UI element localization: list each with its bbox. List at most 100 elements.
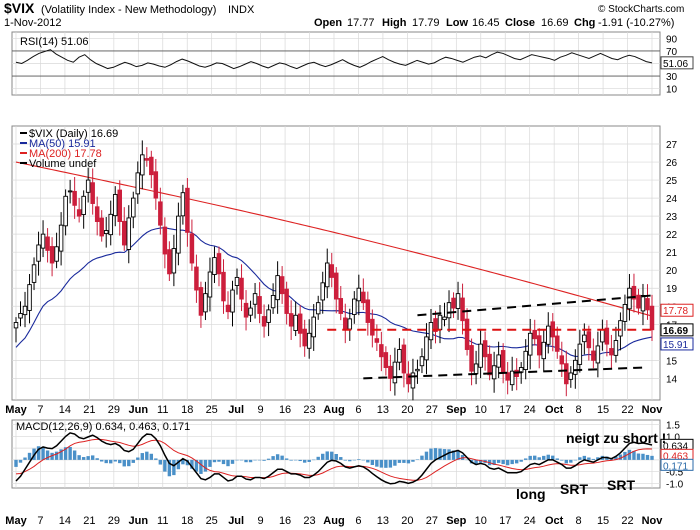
macd-histogram-bar xyxy=(636,453,641,460)
candle-up xyxy=(527,332,533,356)
candle-up xyxy=(582,334,587,343)
candle-up xyxy=(248,307,253,316)
macd-histogram-bar xyxy=(50,452,54,460)
macd-histogram-bar xyxy=(68,446,72,460)
macd-tick-label: 1.0 xyxy=(666,432,680,443)
macd-histogram-bar xyxy=(456,451,460,460)
macd-histogram-bar xyxy=(293,459,298,461)
candle-down xyxy=(451,297,456,309)
macd-histogram-bar xyxy=(384,459,388,468)
x-tick-label-bottom: 10 xyxy=(475,515,487,527)
price-tick-label: 14 xyxy=(666,374,678,385)
candle-down xyxy=(45,236,50,251)
rsi-tick-label: 70 xyxy=(666,47,678,58)
macd-histogram-bar xyxy=(519,459,523,462)
price-legend-entry: MA(200) 17.78 xyxy=(29,148,102,160)
candle-down xyxy=(334,272,339,300)
candle-up xyxy=(618,320,623,337)
macd-histogram-bar xyxy=(45,450,50,460)
watermark: © StockCharts.com xyxy=(598,4,684,15)
candle-down xyxy=(284,288,289,314)
macd-histogram-bar xyxy=(266,458,271,460)
x-tick-label: May xyxy=(5,404,27,416)
macd-histogram-bar xyxy=(275,454,280,460)
rsi-legend: RSI(14) 51.06 xyxy=(20,36,88,48)
low-value: 16.45 xyxy=(472,17,500,29)
candle-down xyxy=(564,363,569,385)
price-tick-label: 19 xyxy=(666,284,678,295)
macd-histogram-bar xyxy=(23,457,27,460)
x-tick-label-bottom: Nov xyxy=(642,515,664,527)
macd-histogram-bar xyxy=(185,459,190,466)
x-tick-label: 6 xyxy=(355,404,361,416)
candle-up xyxy=(622,304,628,322)
candle-down xyxy=(631,285,637,300)
candle-down xyxy=(464,318,470,350)
macd-legend: MACD(12,26,9) 0.634, 0.463, 0.171 xyxy=(16,421,190,433)
candle-down xyxy=(361,291,366,304)
x-tick-label-bottom: Jul xyxy=(228,515,244,527)
x-tick-label: 24 xyxy=(524,404,536,416)
macd-histogram-bar xyxy=(379,459,384,468)
candle-down xyxy=(194,266,199,291)
channel-upper-line xyxy=(417,294,653,317)
macd-tick-label: -0.5 xyxy=(666,468,684,479)
price-current-box xyxy=(660,323,694,337)
x-tick-label-bottom: 23 xyxy=(303,515,315,527)
macd-histogram-bar xyxy=(618,454,623,460)
candle-up xyxy=(112,194,118,217)
rsi-line xyxy=(15,49,653,70)
macd-histogram-bar xyxy=(221,459,226,465)
rsi-current-box xyxy=(660,56,694,70)
macd-histogram-bar xyxy=(127,459,131,467)
candle-up xyxy=(455,293,461,309)
candle-up xyxy=(270,294,276,309)
x-tick-label: 13 xyxy=(377,404,389,416)
candle-down xyxy=(216,253,222,275)
price-current-box xyxy=(660,303,694,317)
price-tick-label: 20 xyxy=(666,266,678,277)
candle-up xyxy=(85,179,91,193)
macd-histogram-bar xyxy=(591,458,596,460)
candle-up xyxy=(234,276,240,286)
macd-histogram-bar xyxy=(136,457,140,460)
macd-tick-label: 1.5 xyxy=(666,421,680,432)
candle-down xyxy=(297,313,303,334)
candle-down xyxy=(225,304,231,313)
macd-histogram-bar xyxy=(348,459,352,462)
macd-histogram-bar xyxy=(86,456,90,460)
macd-histogram-bar xyxy=(361,459,366,461)
candle-up xyxy=(320,282,325,301)
chart-header: $VIX (Volatility Index - New Methodology… xyxy=(4,0,684,29)
macd-histogram-bar xyxy=(451,450,456,460)
candle-down xyxy=(185,187,190,233)
candle-up xyxy=(352,298,357,315)
candle-down xyxy=(49,246,55,264)
macd-histogram-bar xyxy=(81,457,86,460)
macd-histogram-bar xyxy=(131,459,135,463)
candle-down xyxy=(158,201,163,226)
x-tick-label-bottom: Jun xyxy=(129,515,149,527)
macd-histogram-bar xyxy=(352,459,356,461)
macd-histogram-bar xyxy=(366,459,370,463)
macd-histogram-bar xyxy=(357,459,361,460)
candle-down xyxy=(167,249,172,275)
candle-up xyxy=(252,293,258,305)
x-tick-label-bottom: 27 xyxy=(426,515,438,527)
candle-down xyxy=(609,348,614,356)
candle-up xyxy=(140,154,145,176)
x-tick-label-bottom: 9 xyxy=(258,515,264,527)
macd-histogram-bar xyxy=(284,458,289,460)
candle-up xyxy=(419,356,425,367)
symbol-name: (Volatility Index - New Methodology) xyxy=(41,4,216,16)
macd-histogram-bar xyxy=(573,459,578,461)
macd-histogram-bar xyxy=(262,459,266,461)
macd-histogram-bar xyxy=(641,453,645,460)
macd-histogram-bar xyxy=(248,459,253,463)
candle-down xyxy=(189,233,195,264)
candle-down xyxy=(149,156,154,176)
macd-histogram-bar xyxy=(36,446,41,460)
macd-histogram-bar xyxy=(424,451,429,460)
candle-down xyxy=(460,297,465,322)
candle-up xyxy=(176,215,181,254)
